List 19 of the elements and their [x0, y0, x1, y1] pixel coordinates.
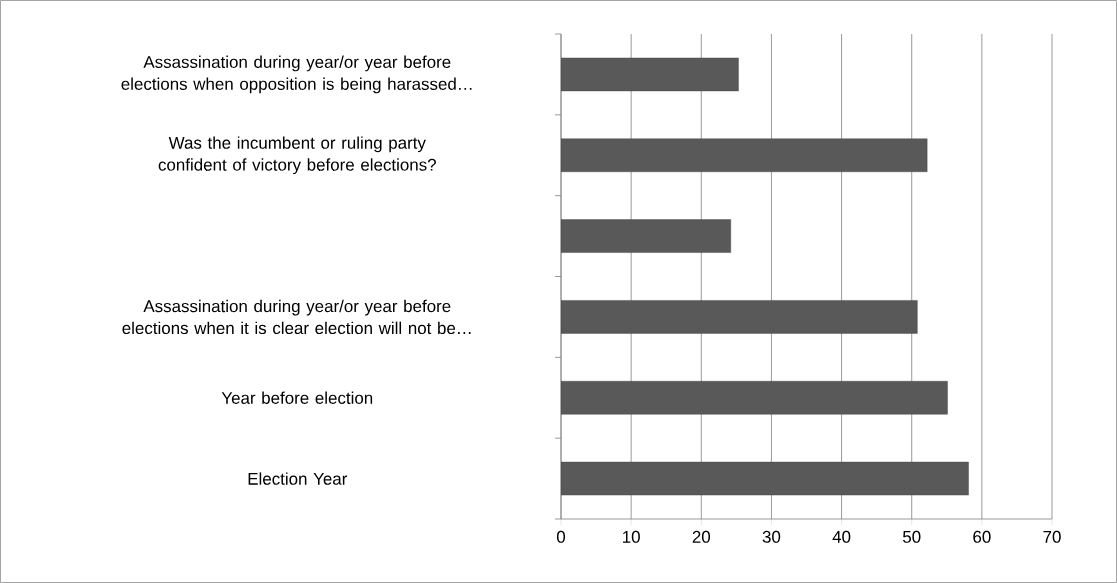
bar	[561, 219, 731, 253]
y-tick-label: Was the incumbent or ruling party confident of victory before elections?	[158, 136, 436, 175]
x-tick-label: 10	[623, 530, 640, 543]
x-tick-label: 20	[692, 530, 711, 543]
y-tick-label: Assassination during year/or year before elections when it is clear election will not be…	[122, 299, 471, 335]
x-tick-label: 40	[832, 530, 851, 543]
y-tick-label: Election Year	[248, 472, 348, 485]
bar	[561, 138, 928, 172]
bar	[561, 381, 948, 415]
x-tick-label: 30	[762, 530, 781, 543]
bar	[561, 300, 918, 334]
y-tick-label: Year before election	[221, 391, 373, 404]
bar	[561, 461, 969, 496]
y-tick-label: Assassination during year/or year before elections when opposition is being harassed…	[121, 55, 472, 94]
x-tick-label: 60	[973, 530, 991, 543]
x-tick-label: 70	[1043, 530, 1061, 543]
x-tick-label: 0	[556, 530, 566, 543]
x-tick-label: 50	[902, 530, 921, 543]
bar	[561, 57, 739, 92]
